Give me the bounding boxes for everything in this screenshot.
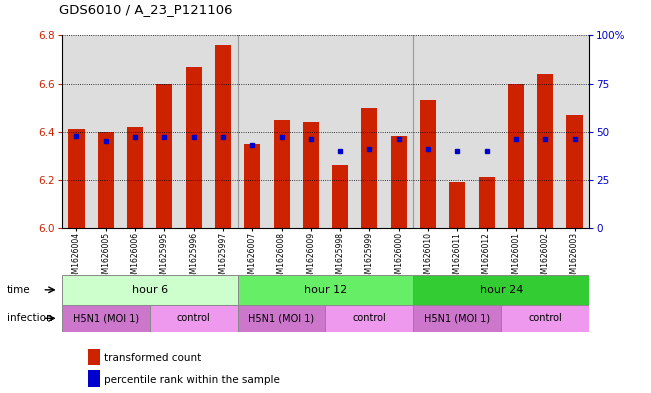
Text: H5N1 (MOI 1): H5N1 (MOI 1)	[249, 313, 314, 323]
Bar	[238, 275, 413, 305]
Bar	[98, 132, 114, 228]
Text: control: control	[529, 313, 562, 323]
Bar	[478, 177, 495, 228]
Bar	[186, 67, 202, 228]
Text: control: control	[353, 313, 386, 323]
Bar	[215, 45, 231, 228]
Bar	[238, 305, 326, 332]
Bar	[420, 100, 436, 228]
Text: H5N1 (MOI 1): H5N1 (MOI 1)	[73, 313, 139, 323]
Bar	[508, 84, 524, 228]
Bar	[244, 144, 260, 228]
Text: infection: infection	[7, 313, 52, 323]
Bar	[326, 305, 413, 332]
Bar	[273, 119, 290, 228]
Text: transformed count: transformed count	[104, 353, 201, 363]
Bar	[68, 129, 85, 228]
Bar	[391, 136, 407, 228]
Bar	[303, 122, 319, 228]
Bar	[413, 305, 501, 332]
Text: control: control	[177, 313, 210, 323]
Bar	[62, 275, 238, 305]
Bar	[361, 108, 378, 228]
Text: time: time	[7, 285, 30, 295]
Bar	[62, 305, 150, 332]
Bar	[150, 305, 238, 332]
Text: GDS6010 / A_23_P121106: GDS6010 / A_23_P121106	[59, 3, 232, 16]
Bar	[449, 182, 465, 228]
Text: H5N1 (MOI 1): H5N1 (MOI 1)	[424, 313, 490, 323]
Bar	[88, 371, 100, 387]
Bar	[413, 275, 589, 305]
Text: hour 12: hour 12	[304, 285, 347, 295]
Bar	[88, 349, 100, 365]
Bar	[501, 305, 589, 332]
Bar	[566, 115, 583, 228]
Text: percentile rank within the sample: percentile rank within the sample	[104, 375, 280, 385]
Text: hour 6: hour 6	[132, 285, 168, 295]
Text: hour 24: hour 24	[480, 285, 523, 295]
Bar	[156, 84, 173, 228]
Bar	[127, 127, 143, 228]
Bar	[332, 165, 348, 228]
Bar	[537, 74, 553, 228]
